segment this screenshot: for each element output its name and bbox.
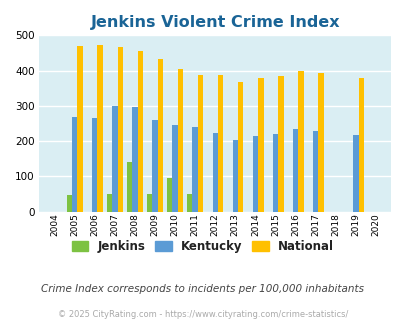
Bar [197,75,203,212]
Bar [298,71,303,212]
Bar [217,75,223,212]
Bar [126,162,132,212]
Bar [97,45,102,212]
Bar [112,106,117,212]
Bar [157,59,163,212]
Bar [147,194,152,212]
Text: © 2025 CityRating.com - https://www.cityrating.com/crime-statistics/: © 2025 CityRating.com - https://www.city… [58,310,347,319]
Bar [117,47,123,212]
Bar [352,135,358,212]
Bar [92,118,97,212]
Bar [277,76,283,212]
Bar [152,120,157,212]
Bar [252,136,258,212]
Bar [312,131,318,212]
Bar [77,46,83,212]
Text: Crime Index corresponds to incidents per 100,000 inhabitants: Crime Index corresponds to incidents per… [41,284,364,294]
Bar [292,129,298,212]
Bar [232,140,237,212]
Bar [66,195,72,212]
Bar [237,82,243,212]
Legend: Jenkins, Kentucky, National: Jenkins, Kentucky, National [67,236,338,258]
Bar [358,78,363,212]
Bar [72,117,77,212]
Bar [272,134,277,212]
Bar [166,178,172,212]
Bar [172,125,177,212]
Bar [137,51,143,212]
Title: Jenkins Violent Crime Index: Jenkins Violent Crime Index [90,15,339,30]
Bar [318,73,323,212]
Bar [212,133,217,212]
Bar [192,127,197,212]
Bar [132,107,137,212]
Bar [187,194,192,212]
Bar [177,69,183,212]
Bar [107,194,112,212]
Bar [258,78,263,212]
